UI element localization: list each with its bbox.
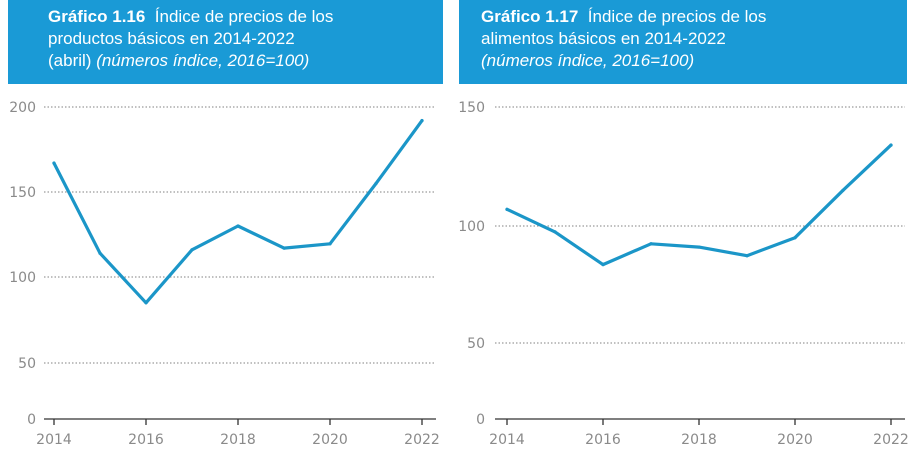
chart-1-subtitle: (números índice, 2016=100) xyxy=(96,51,310,70)
chart-2-header: Gráfico 1.17 Índice de precios de los al… xyxy=(459,0,907,84)
chart-2-title-line-1: Gráfico 1.17 Índice de precios de los xyxy=(481,6,907,28)
chart-2-data-point xyxy=(649,242,653,246)
chart-1-y-tick-label: 200 xyxy=(9,100,36,116)
chart-2-data-point xyxy=(505,207,509,211)
chart-2-data-point xyxy=(553,230,557,234)
chart-1-data-point xyxy=(144,301,148,305)
chart-2-y-tick-label: 0 xyxy=(476,412,485,428)
chart-1-data-point xyxy=(190,248,194,252)
chart-1-title-plain: (abril) xyxy=(48,51,92,70)
chart-1-data-point xyxy=(420,119,424,123)
chart-1-data-point xyxy=(374,181,378,186)
chart-2-y-tick-label: 100 xyxy=(458,219,485,235)
chart-2-x-tick-label: 2020 xyxy=(777,432,813,448)
chart-2-data-point xyxy=(793,236,797,240)
chart-1-x-tick-label: 2014 xyxy=(36,432,72,448)
chart-1-title-line-2: productos básicos en 2014-2022 xyxy=(48,29,295,48)
chart-1-title-text-1: Índice de precios de los xyxy=(154,7,334,26)
chart-1-x-tick-label: 2018 xyxy=(220,432,256,448)
chart-1-data-point xyxy=(98,251,102,255)
chart-1-y-tick-label: 50 xyxy=(18,356,36,372)
chart-1-data-point xyxy=(282,246,286,250)
chart-2-data-point xyxy=(889,143,893,147)
chart-2-title-line-2: alimentos básicos en 2014-2022 xyxy=(481,29,726,48)
chart-1-data-point xyxy=(328,242,332,246)
chart-1-number: Gráfico 1.16 xyxy=(48,7,146,26)
chart-2-number: Gráfico 1.17 xyxy=(481,7,579,26)
chart-1-y-tick-label: 100 xyxy=(9,270,36,286)
chart-2-subtitle: (números índice, 2016=100) xyxy=(481,51,695,70)
chart-2-title-text-1: Índice de precios de los xyxy=(587,7,767,26)
chart-1-x-tick-label: 2020 xyxy=(312,432,348,448)
chart-1-series-line xyxy=(52,118,424,305)
chart-2-x-tick-label: 2018 xyxy=(681,432,717,448)
chart-1-title-line-3: (abril) (números índice, 2016=100) xyxy=(48,50,443,72)
chart-2-x-tick-label: 2022 xyxy=(873,432,909,448)
chart-2-data-point xyxy=(841,188,845,192)
chart-1-title-line-1: Gráfico 1.16 Índice de precios de los xyxy=(48,6,443,28)
chart-1-data-point xyxy=(236,224,240,228)
chart-2-x-tick-label: 2014 xyxy=(489,432,525,448)
chart-1-x-tick-label: 2022 xyxy=(404,432,440,448)
chart-2-y-tick-label: 50 xyxy=(467,336,485,352)
chart-1-y-tick-label: 150 xyxy=(9,185,36,201)
chart-2-data-point xyxy=(745,254,749,258)
chart-2-data-point xyxy=(697,245,701,249)
chart-1-data-point xyxy=(52,161,56,165)
chart-1-y-tick-label: 0 xyxy=(27,412,36,428)
chart-2-data-point xyxy=(601,263,605,267)
chart-1-header: Gráfico 1.16 Índice de precios de los pr… xyxy=(8,0,443,84)
chart-2-x-tick-label: 2016 xyxy=(585,432,621,448)
chart-2-y-tick-label: 150 xyxy=(458,100,485,116)
chart-1-x-tick-label: 2016 xyxy=(128,432,164,448)
